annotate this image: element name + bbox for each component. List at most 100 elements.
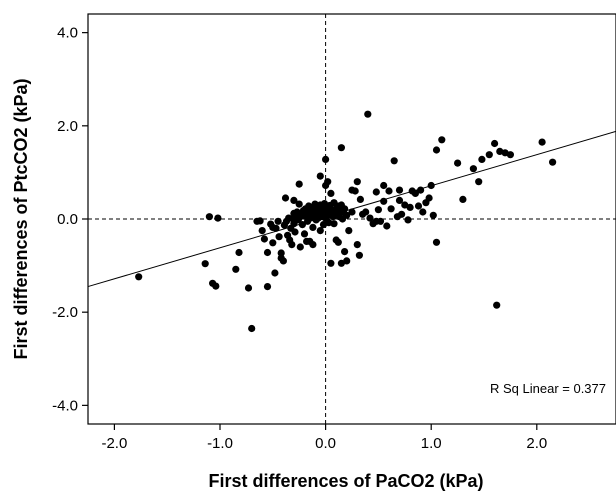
y-tick-label: 4.0 — [57, 25, 78, 42]
data-point — [343, 211, 351, 219]
x-axis: -2.0 -1.0 0.0 1.0 2.0 — [101, 424, 547, 452]
data-point — [364, 110, 372, 118]
data-point — [414, 202, 423, 210]
data-point — [395, 196, 404, 204]
data-point — [309, 223, 317, 231]
data-point — [549, 158, 557, 166]
y-tick-label: -2.0 — [52, 304, 78, 321]
data-point — [380, 181, 388, 190]
y-tick-label: 2.0 — [57, 118, 78, 135]
data-point — [248, 324, 256, 333]
data-point — [345, 227, 353, 235]
data-point — [263, 248, 272, 257]
data-point — [327, 189, 335, 197]
data-point — [291, 228, 299, 236]
y-tick-label: 0.0 — [57, 211, 78, 228]
plot-area — [87, 13, 616, 425]
data-point — [322, 155, 330, 163]
data-point — [432, 146, 441, 154]
data-point — [427, 181, 435, 190]
x-tick-label: 0.0 — [315, 435, 336, 452]
data-point — [417, 186, 425, 194]
data-point — [506, 151, 514, 159]
data-point — [258, 227, 266, 235]
data-point — [316, 172, 324, 180]
x-tick-label: -2.0 — [101, 435, 127, 452]
data-point — [406, 203, 414, 211]
data-point — [235, 248, 243, 257]
data-point — [256, 217, 264, 225]
data-point — [469, 165, 477, 173]
data-point — [348, 186, 356, 194]
data-point — [383, 222, 391, 230]
data-point — [372, 188, 380, 196]
data-point — [348, 208, 356, 216]
data-point — [454, 159, 462, 167]
r-squared-annotation: R Sq Linear = 0.377 — [490, 381, 606, 396]
data-point — [380, 197, 388, 205]
data-point — [491, 139, 499, 148]
data-point — [395, 186, 404, 194]
data-point — [281, 194, 290, 202]
data-point — [493, 301, 501, 309]
data-point — [411, 189, 419, 197]
data-point — [538, 138, 546, 146]
data-point — [356, 195, 364, 203]
data-point — [334, 238, 342, 246]
data-point — [429, 211, 437, 219]
data-point — [300, 230, 309, 238]
data-point — [390, 157, 398, 165]
data-point — [341, 205, 349, 213]
data-point — [277, 249, 285, 257]
data-point — [322, 181, 330, 190]
data-point — [341, 248, 349, 256]
data-point — [385, 187, 393, 195]
data-point — [205, 213, 213, 221]
data-point — [275, 233, 283, 241]
data-point — [330, 220, 338, 228]
data-point — [475, 178, 483, 186]
data-point — [432, 238, 441, 246]
data-point — [327, 259, 335, 267]
data-point — [425, 194, 433, 202]
data-point — [316, 227, 324, 235]
data-point — [459, 195, 467, 203]
data-point — [288, 241, 296, 249]
data-point — [337, 144, 345, 152]
data-point — [295, 200, 303, 208]
data-point — [135, 273, 143, 281]
data-points — [135, 110, 557, 333]
y-axis-title: First differences of PtcCO2 (kPa) — [11, 78, 31, 359]
data-point — [478, 155, 486, 163]
data-point — [244, 284, 253, 292]
data-point — [263, 283, 272, 291]
data-point — [271, 269, 279, 277]
data-point — [296, 243, 304, 251]
data-point — [485, 151, 493, 159]
data-point — [419, 208, 427, 216]
data-point — [232, 265, 240, 273]
data-point — [387, 205, 395, 213]
data-point — [353, 241, 361, 249]
data-point — [398, 210, 406, 218]
data-point — [260, 235, 268, 243]
data-point — [303, 237, 311, 245]
x-tick-label: 1.0 — [421, 435, 442, 452]
data-point — [269, 239, 277, 247]
x-tick-label: 2.0 — [526, 435, 547, 452]
data-point — [272, 224, 280, 232]
data-point — [337, 259, 345, 267]
y-axis: 4.0 2.0 0.0 -2.0 -4.0 — [52, 25, 88, 414]
data-point — [362, 208, 370, 216]
data-point — [298, 221, 306, 229]
data-point — [438, 136, 446, 144]
data-point — [309, 241, 317, 249]
data-point — [295, 180, 303, 188]
y-tick-label: -4.0 — [52, 397, 78, 414]
data-point — [279, 257, 287, 265]
data-point — [214, 214, 222, 222]
data-point — [404, 216, 412, 224]
data-point — [274, 217, 282, 225]
x-axis-title: First differences of PaCO2 (kPa) — [208, 471, 483, 491]
